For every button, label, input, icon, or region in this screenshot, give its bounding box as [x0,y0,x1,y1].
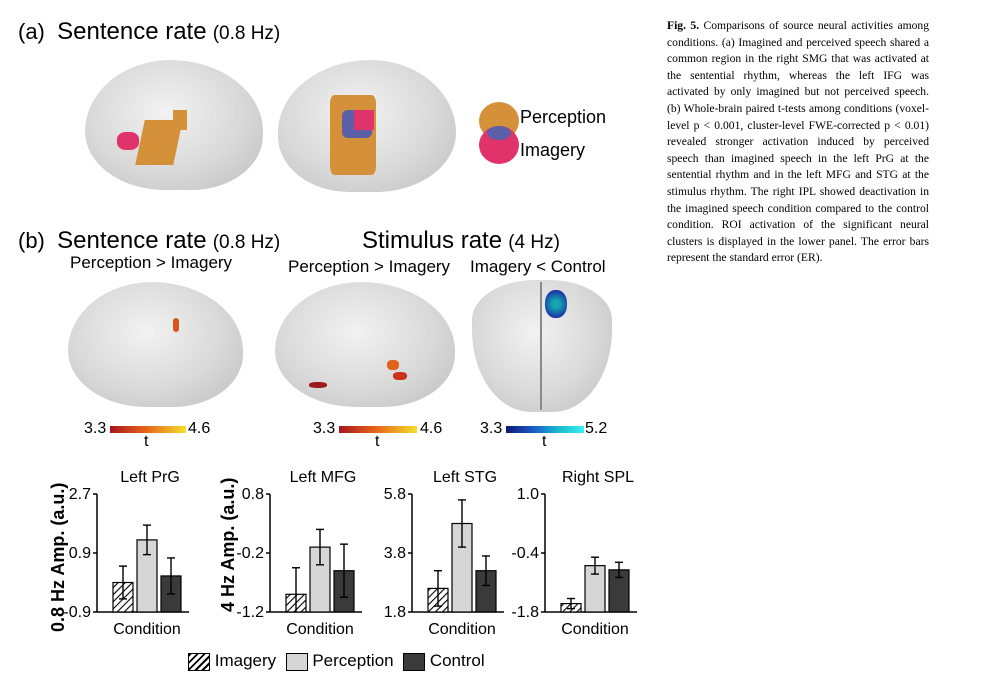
legend-perception-swatch [285,652,308,671]
brain-left-mfg-stg [275,282,455,407]
cbar1-max: 4.6 [188,420,211,437]
perception-cluster-a-left-2 [173,110,187,130]
cbar3-label: t [542,433,547,450]
cbar1-label: t [144,433,149,450]
imagery-cluster-ifg [117,132,139,150]
panel-a-unit: (0.8 Hz) [212,23,281,44]
legend-perception-label: Perception [520,107,607,127]
caption-text: Comparisons of source neural activities … [667,19,929,265]
tick-label-1-2: -1.2 [236,604,264,621]
panel-b-right-header: Stimulus rate (4 Hz) [362,227,560,255]
panel-b-left-unit: (0.8 Hz) [212,232,281,253]
chart-title-2: Left STG [433,469,497,486]
tick-label-0-0: 2.7 [69,486,91,503]
chart-title-3: Right SPL [562,469,634,486]
panel-b-letter: (b) [18,228,45,253]
panel-a-title: Sentence rate [57,18,207,45]
contrast-label-1: Perception > Imagery [70,253,233,272]
tick-label-0-1: 0.9 [69,545,91,562]
bar-legend: Imagery Perception Control [188,651,485,671]
legend-perception-text: Perception [312,651,394,670]
legend-imagery-swatch [188,652,210,671]
cbar3-max: 5.2 [585,420,608,437]
panel-a-letter: (a) [18,19,45,44]
midline [540,282,542,410]
caption-fig-label: Fig. 5. [667,19,700,32]
brain-left-prg [68,282,243,407]
colorbar-3 [506,426,584,433]
colorbar-2 [339,426,417,433]
panel-a-header: (a) Sentence rate (0.8 Hz) [18,18,280,46]
chart-title-1: Left MFG [290,469,357,486]
brain-right-hemisphere-a [278,60,456,192]
tick-label-2-1: 3.8 [384,545,406,562]
tick-label-1-1: -0.2 [236,545,264,562]
figure-caption: Fig. 5. Comparisons of source neural act… [667,18,929,267]
colorbar-1 [110,426,186,433]
legend-control-swatch [403,652,426,671]
chart-title-0: Left PrG [120,469,180,486]
overlap-legend [487,126,511,140]
brain-posterior-view [472,280,612,412]
prg-cluster [173,318,179,332]
imagery-cluster-smg [354,110,374,130]
tick-label-1-0: 0.8 [242,486,264,503]
contrast-label-3: Imagery < Control [470,257,606,276]
spl-cluster [545,290,567,318]
tick-label-2-0: 5.8 [384,486,406,503]
stg-cluster [387,360,399,370]
tick-label-3-0: 1.0 [517,486,539,503]
panel-b-right-title: Stimulus rate [362,227,503,254]
contrast-label-2: Perception > Imagery [288,257,451,276]
stg-cluster-2 [393,372,407,380]
cbar2-label: t [375,433,380,450]
panel-b-header: (b) Sentence rate (0.8 Hz) [18,227,280,255]
x-label-1: Condition [286,621,354,638]
mfg-cluster [309,382,327,388]
panel-b-right-unit: (4 Hz) [508,232,560,253]
tick-label-3-1: -0.4 [511,545,539,562]
legend-control-text: Control [429,651,485,670]
tick-label-3-2: -1.8 [511,604,539,621]
legend-imagery-text: Imagery [214,651,277,670]
cbar2-min: 3.3 [313,420,336,437]
brain-left-hemisphere-a [85,60,263,190]
cbar1-min: 3.3 [84,420,107,437]
x-label-0: Condition [113,621,181,638]
tick-label-2-2: 1.8 [384,604,406,621]
venn-legend [477,100,537,170]
legend-imagery-label: Imagery [520,140,586,160]
cbar3-min: 3.3 [480,420,503,437]
x-label-2: Condition [428,621,496,638]
panel-b-left-title: Sentence rate [57,227,207,254]
tick-label-0-2: -0.9 [63,604,91,621]
x-label-3: Condition [561,621,629,638]
cbar2-max: 4.6 [420,420,443,437]
